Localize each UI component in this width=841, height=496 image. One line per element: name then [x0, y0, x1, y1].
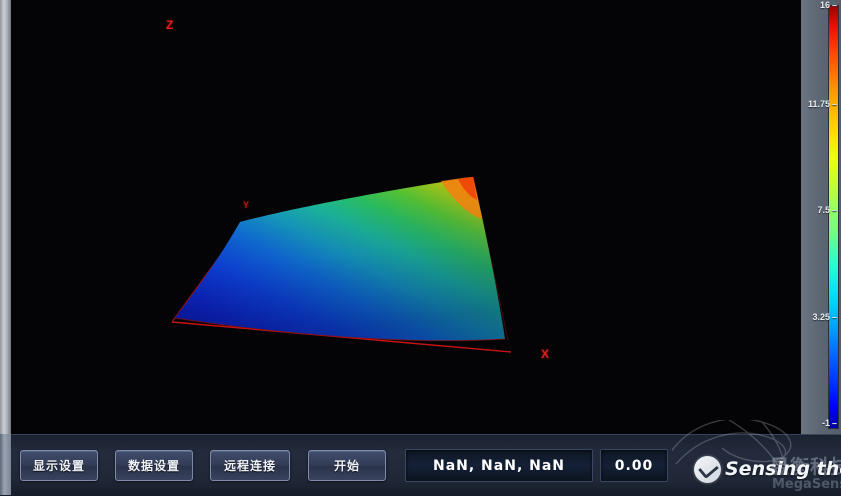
window-frame-left-lower [0, 434, 11, 495]
surface-patch [175, 177, 505, 341]
colorbar-ticks: 16– 11.75– 7.5– 3.25– -1– [801, 0, 841, 434]
display-settings-button[interactable]: 显示设置 [20, 450, 98, 481]
colorbar-tick-0: 16– [819, 0, 837, 10]
remote-connection-button[interactable]: 远程连接 [210, 450, 290, 481]
window-frame-left [0, 0, 11, 434]
colorbar-tick-3: 3.25– [812, 312, 837, 322]
start-button[interactable]: 开始 [308, 450, 386, 481]
surface-plot-canvas[interactable] [11, 0, 801, 434]
colorbar-tick-4: -1– [821, 418, 837, 428]
plot-viewport[interactable]: Z Y X [11, 0, 801, 434]
colorbar-panel: 16– 11.75– 7.5– 3.25– -1– [801, 0, 841, 434]
colorbar-tick-1: 11.75– [807, 99, 837, 109]
bottom-toolbar: 显示设置 数据设置 远程连接 开始 NaN, NaN, NaN 0.00 [0, 434, 841, 496]
colorbar-tick-2: 7.5– [817, 205, 837, 215]
surface-front-rim [174, 317, 506, 342]
x-axis-label: X [541, 347, 550, 361]
colorbar-gradient [828, 5, 839, 429]
z-axis-label: Z [166, 18, 174, 32]
value-readout-field[interactable]: 0.00 [600, 449, 668, 482]
data-settings-button[interactable]: 数据设置 [115, 450, 193, 481]
y-axis-label: Y [243, 200, 250, 210]
coordinate-readout-field[interactable]: NaN, NaN, NaN [405, 449, 593, 482]
